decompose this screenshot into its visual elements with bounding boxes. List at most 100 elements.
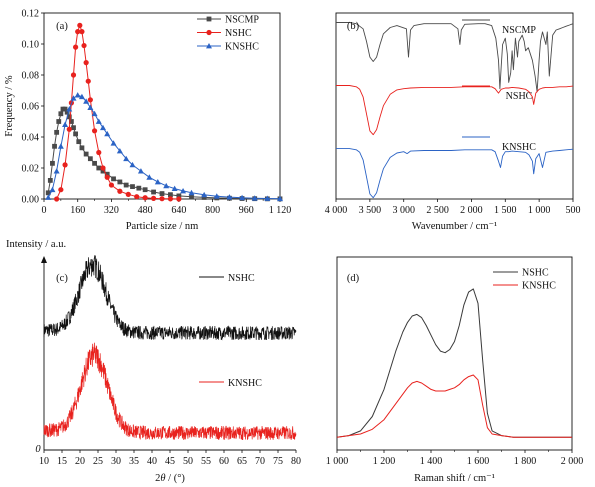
panel-c-pattern-knshc <box>43 342 297 441</box>
panel-a-point-nshc <box>125 191 131 197</box>
panel-a-ytick-label: 0.06 <box>22 102 40 113</box>
panel-a-line-nshc <box>56 24 179 200</box>
panel-a-point-knshc <box>213 193 220 199</box>
panel-a-point-nscmp <box>151 189 156 195</box>
panel-a-point-nshc <box>176 196 182 202</box>
panel-a-point-knshc <box>163 182 170 189</box>
panel-a-ytick-label: 0.08 <box>22 71 40 82</box>
panel-a-x-tick-label: 640 <box>171 205 186 216</box>
panel-b-x-tick-label: 1 500 <box>494 205 517 216</box>
panel-a-point-knshc <box>87 104 94 110</box>
panel-a-point-nshc <box>100 165 106 171</box>
panel-a-x-tick-label: 320 <box>104 205 119 216</box>
panel-c-x-tick-label: 55 <box>201 456 211 467</box>
panel-a-ytick-label: 0.10 <box>22 40 40 51</box>
panel-a-point-nscmp <box>58 111 64 117</box>
panel-d-x-tick-label: 1 400 <box>420 456 443 467</box>
panel-a-ytick-label: 0.12 <box>22 9 40 20</box>
panel-a-xlabel: Particle size / nm <box>126 221 199 232</box>
panel-a-point-nshc <box>79 29 85 35</box>
panel-a-point-nshc <box>167 196 174 202</box>
legend-label-knshc: KNSHC <box>522 281 556 292</box>
panel-b-x-tick-label: 2 000 <box>460 205 483 216</box>
panel-a-point-nshc <box>66 126 72 132</box>
legend-marker-nscmp <box>206 16 212 22</box>
panel-b-spectrum-nscmp <box>336 22 574 93</box>
panel-a-point-knshc <box>104 130 111 137</box>
panel-c-x-tick-label: 50 <box>183 456 193 467</box>
panel-a-point-nscmp <box>123 182 129 188</box>
panel-a-point-nscmp <box>56 119 62 124</box>
panel-a-point-nscmp <box>96 165 102 171</box>
panel-a-x-tick-label: 0 <box>42 205 47 216</box>
panel-a-point-nscmp <box>168 192 173 198</box>
panel-a-point-knshc <box>57 143 64 149</box>
panel-a-point-knshc <box>110 140 117 146</box>
panel-a-point-nshc <box>73 44 79 50</box>
panel-c-xlabel: 2θ / (°) <box>155 473 185 484</box>
panel-c-x-tick-label: 80 <box>291 456 301 467</box>
panel-a-ytick-label: 0.04 <box>22 133 40 144</box>
panel-a-point-nshc <box>58 187 64 193</box>
panel-a-point-nscmp <box>52 143 57 149</box>
panel-a-point-nshc <box>77 22 83 28</box>
legend-label-nshc: NSHC <box>522 268 549 279</box>
panel-a-point-nshc <box>87 97 93 103</box>
panel-c-label: (c) <box>56 273 68 284</box>
panel-a-point-nshc <box>150 195 157 201</box>
panel-a-point-knshc <box>83 98 90 104</box>
panel-a-ytick-label: 0.02 <box>22 164 40 175</box>
panel-a-x-tick-label: 480 <box>138 205 153 216</box>
panel-c-pattern-nshc <box>43 254 297 341</box>
panel-a-point-nshc <box>142 195 148 201</box>
panel-a-ylabel: Frequency / % <box>4 75 15 136</box>
panel-a-point-knshc <box>91 110 98 117</box>
panel-a-point-knshc <box>264 195 271 201</box>
legend-marker-knshc <box>206 43 212 49</box>
panel-c-yaxis-arrow <box>41 256 47 263</box>
legend-label-nshc: NSHC <box>225 28 252 39</box>
panel-b-xlabel: Wavenumber / cm⁻¹ <box>412 221 497 232</box>
panel-c-x-tick-label: 45 <box>165 456 175 467</box>
panel-a-point-nshc <box>104 174 110 180</box>
panel-d-x-tick-label: 2 000 <box>561 456 584 467</box>
panel-a-point-nscmp <box>50 160 55 166</box>
panel-a-point-knshc <box>129 161 136 168</box>
legend-marker-nshc <box>206 29 212 36</box>
panel-b-x-tick-label: 3 500 <box>359 205 382 216</box>
panel-a-x-tick-label: 800 <box>205 205 220 216</box>
panel-a-point-nscmp <box>68 119 74 124</box>
panel-a-point-nscmp <box>201 195 207 200</box>
panel-a-point-nshc <box>85 78 91 84</box>
panel-a-point-nscmp <box>76 139 82 145</box>
panel-a-point-nscmp <box>189 194 194 200</box>
panel-a-point-nscmp <box>62 106 68 112</box>
legend-label-nscmp: NSCMP <box>225 15 259 26</box>
panel-a-point-knshc <box>49 186 56 193</box>
panel-a-point-nscmp <box>176 193 182 199</box>
legend-label-knshc: KNSHC <box>225 42 259 53</box>
panel-a-point-nscmp <box>66 114 72 120</box>
panel-a-point-nshc <box>75 29 81 35</box>
panel-a-point-knshc <box>53 168 60 174</box>
panel-a-point-knshc <box>123 155 130 162</box>
panel-d-label: (d) <box>347 273 360 284</box>
panel-a-point-nscmp <box>47 178 53 183</box>
panel-a-point-knshc <box>70 95 77 101</box>
panel-c-ylabel: Intensity / a.u. <box>6 239 66 250</box>
panel-a-point-knshc <box>180 187 187 194</box>
panel-a-point-nshc <box>96 149 102 156</box>
panel-b-spectrum-nshc <box>336 85 574 136</box>
panel-a-point-nshc <box>91 128 98 134</box>
panel-a-point-knshc <box>66 106 73 112</box>
panel-a-point-knshc <box>277 195 283 202</box>
panel-a-point-knshc <box>239 194 246 201</box>
panel-a-point-nscmp <box>79 145 85 151</box>
panel-c-x-tick-label: 20 <box>75 456 85 467</box>
panel-d-spectrum-knshc <box>336 374 572 438</box>
legend-label-nshc: NSHC <box>506 91 533 102</box>
panel-c-x-tick-label: 35 <box>129 456 139 467</box>
panel-a-point-nshc <box>159 196 165 202</box>
panel-a-point-nshc <box>62 162 68 168</box>
